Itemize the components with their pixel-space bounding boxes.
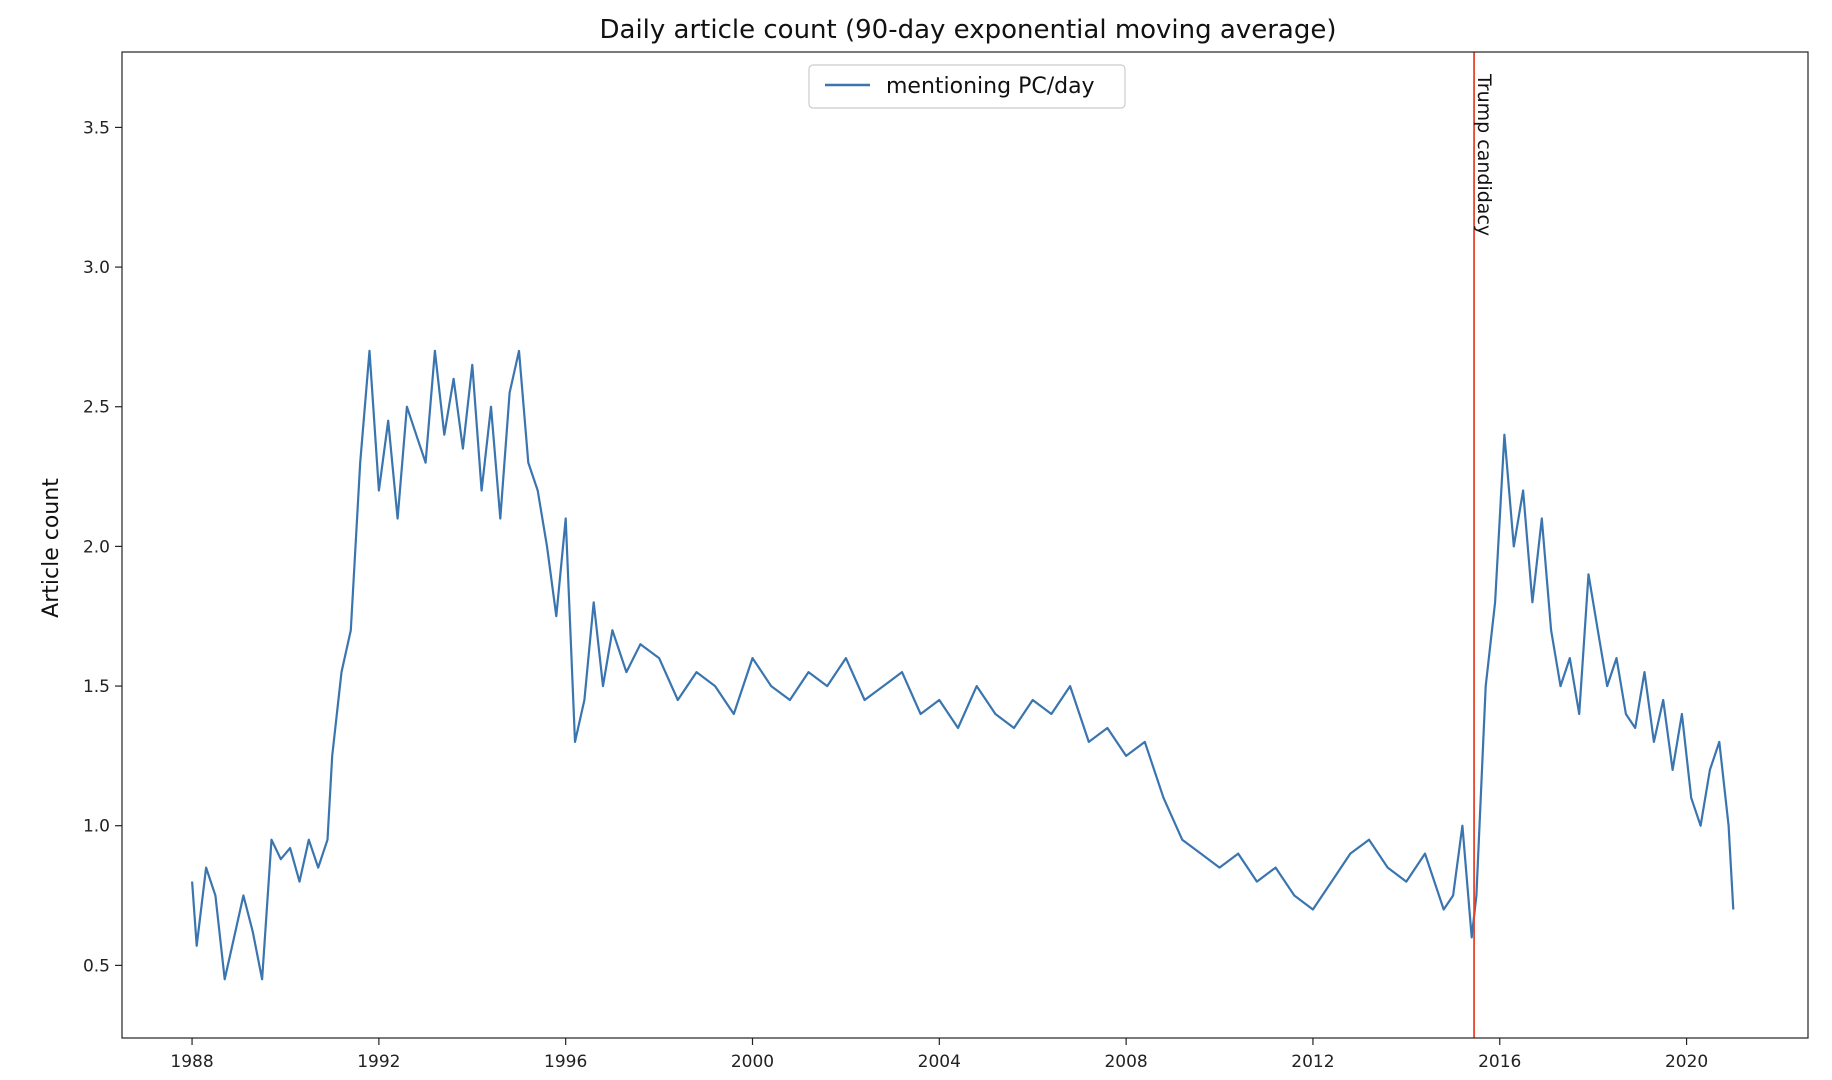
x-tick-label-2008: 2008 (1104, 1052, 1147, 1072)
x-tick-label-2020: 2020 (1665, 1052, 1708, 1072)
x-tick-label-1992: 1992 (357, 1052, 400, 1072)
chart-title: Daily article count (90-day exponential … (600, 15, 1337, 45)
x-axis-ticks: 1988 1992 1996 2000 2004 2008 2012 2016 2020 (170, 1038, 1708, 1072)
x-tick-label-2012: 2012 (1291, 1052, 1334, 1072)
y-tick-label-1.5: 1.5 (83, 677, 110, 697)
series-line-0 (191, 349, 1735, 981)
x-tick-label-1996: 1996 (544, 1052, 587, 1072)
x-tick-label-1988: 1988 (170, 1052, 213, 1072)
y-tick-label-2.5: 2.5 (83, 398, 110, 418)
legend: mentioning PC/day (808, 64, 1126, 109)
y-tick-label-2.0: 2.0 (83, 537, 110, 557)
y-tick-label-1.0: 1.0 (83, 817, 110, 837)
data-layer (191, 349, 1735, 981)
x-tick-label-2016: 2016 (1478, 1052, 1521, 1072)
annotation-label-0: Trump candidacy (1473, 73, 1495, 236)
y-tick-label-0.5: 0.5 (83, 956, 110, 976)
x-tick-label-2004: 2004 (918, 1052, 961, 1072)
y-tick-label-3.0: 3.0 (83, 258, 110, 278)
plot-frame (121, 51, 1809, 1039)
y-tick-label-3.5: 3.5 (83, 118, 110, 138)
annotation-layer: Trump candidacy (1473, 52, 1495, 1038)
y-axis-label: Article count (39, 478, 64, 618)
x-tick-label-2000: 2000 (731, 1052, 774, 1072)
legend-box (808, 64, 1126, 109)
legend-label-mentioning-pc: mentioning PC/day (886, 74, 1095, 99)
y-axis-ticks: 0.5 1.0 1.5 2.0 2.5 3.0 3.5 (83, 118, 122, 976)
